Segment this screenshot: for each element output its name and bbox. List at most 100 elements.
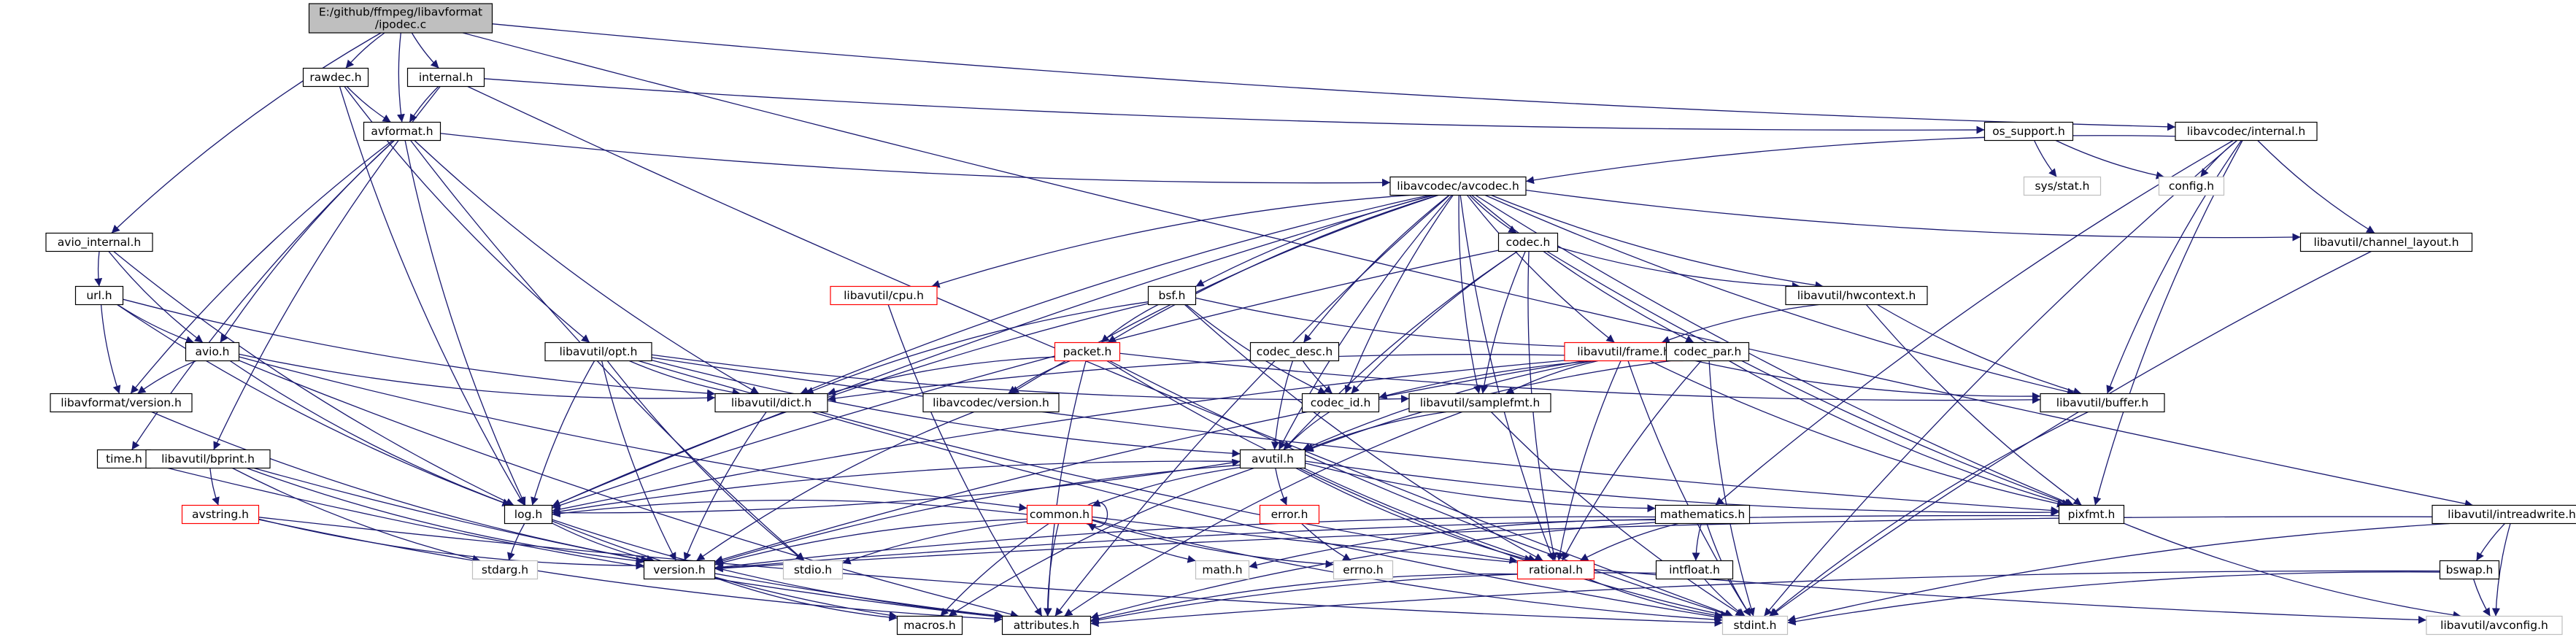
- node-label-packet: packet.h: [1063, 345, 1112, 358]
- edge-opt-to-samplefmt: [651, 354, 1410, 404]
- edge-codec_desc-to-avutil: [1270, 360, 1294, 450]
- node-samplefmt[interactable]: libavutil/samplefmt.h: [1408, 393, 1551, 413]
- edge-frame-to-pixfmt: [1649, 360, 2066, 508]
- node-label-ipodec: E:/github/ffmpeg/libavformat: [319, 6, 482, 19]
- node-label-ipodec: /ipodec.c: [375, 18, 426, 31]
- node-log[interactable]: log.h: [504, 504, 553, 525]
- node-label-sys_stat: sys/stat.h: [2035, 179, 2089, 193]
- node-bsf[interactable]: bsf.h: [1147, 285, 1197, 306]
- node-math: math.h: [1195, 560, 1250, 580]
- node-bswap[interactable]: bswap.h: [2439, 560, 2500, 580]
- node-codec[interactable]: codec.h: [1497, 232, 1559, 252]
- node-rational[interactable]: rational.h: [1516, 560, 1595, 580]
- node-box-chlayout: [2299, 232, 2473, 252]
- node-avformat[interactable]: avformat.h: [363, 121, 441, 142]
- edges-layer: [94, 23, 2511, 628]
- edge-avcodec-to-cpu: [931, 194, 1411, 288]
- edge-bsf-to-codec_par: [1195, 297, 1667, 352]
- node-lf_version[interactable]: libavformat/version.h: [50, 393, 193, 413]
- node-avutil[interactable]: avutil.h: [1239, 449, 1306, 469]
- node-box-avformat: [363, 121, 441, 142]
- node-lc_internal[interactable]: libavcodec/internal.h: [2175, 121, 2318, 142]
- node-avcodec[interactable]: libavcodec/avcodec.h: [1389, 176, 1527, 196]
- node-pixfmt[interactable]: pixfmt.h: [2058, 504, 2125, 525]
- edge-bsf-to-rational: [1184, 304, 1543, 562]
- edge-avformat-to-dict: [414, 140, 760, 395]
- node-ipodec[interactable]: E:/github/ffmpeg/libavformat/ipodec.c: [308, 3, 493, 34]
- node-cpu[interactable]: libavutil/cpu.h: [830, 285, 938, 306]
- node-internal[interactable]: internal.h: [406, 67, 485, 88]
- node-mathematics[interactable]: mathematics.h: [1654, 504, 1751, 525]
- nodes-layer: E:/github/ffmpeg/libavformat/ipodec.c raw…: [45, 3, 2576, 636]
- node-avio_internal[interactable]: avio_internal.h: [45, 232, 153, 252]
- node-box-rational: [1516, 560, 1595, 580]
- edge-codec-to-samplefmt: [1480, 251, 1526, 394]
- node-box-errno: [1333, 560, 1394, 580]
- edge-log-to-avutil: [552, 458, 1241, 514]
- node-intfloat[interactable]: intfloat.h: [1655, 560, 1734, 580]
- edge-common-to-errno: [1092, 520, 1334, 568]
- node-box-lc_internal: [2175, 121, 2318, 142]
- edge-avformat-to-avio: [220, 140, 395, 343]
- node-box-mathematics: [1654, 504, 1751, 525]
- node-codec_par[interactable]: codec_par.h: [1665, 341, 1750, 362]
- node-codec_desc[interactable]: codec_desc.h: [1249, 341, 1340, 362]
- edge-log-to-attributes: [552, 519, 1004, 619]
- node-error[interactable]: error.h: [1259, 504, 1320, 525]
- edge-avformat-to-lf_version: [130, 139, 393, 394]
- node-macros[interactable]: macros.h: [896, 615, 963, 636]
- node-label-config: config.h: [2169, 179, 2214, 193]
- node-common[interactable]: common.h: [1026, 504, 1093, 525]
- edge-avio-to-dict: [239, 353, 716, 402]
- node-box-sys_stat: [2023, 176, 2102, 196]
- node-buffer[interactable]: libavutil/buffer.h: [2040, 393, 2165, 413]
- node-chlayout[interactable]: libavutil/channel_layout.h: [2299, 232, 2473, 252]
- edge-avio-to-common: [239, 356, 1027, 511]
- node-os_support[interactable]: os_support.h: [1983, 121, 2074, 142]
- edge-internal-to-stdint: [467, 85, 1734, 617]
- node-label-avutil: avutil.h: [1252, 452, 1294, 466]
- node-box-time: [96, 449, 152, 469]
- edge-pixfmt-to-avconfig: [2124, 522, 2461, 619]
- node-box-dict: [714, 393, 828, 413]
- node-dict[interactable]: libavutil/dict.h: [714, 393, 828, 413]
- edge-avutil-to-rational: [1295, 467, 1533, 563]
- node-time[interactable]: time.h: [96, 449, 152, 469]
- node-opt[interactable]: libavutil/opt.h: [544, 341, 652, 362]
- node-rawdec[interactable]: rawdec.h: [302, 67, 369, 88]
- node-label-url: url.h: [86, 289, 112, 302]
- edge-pixfmt-to-version: [714, 514, 2059, 572]
- edge-hwcontext-to-buffer: [1877, 304, 2082, 395]
- node-label-bprint: libavutil/bprint.h: [161, 452, 255, 466]
- node-hwcontext[interactable]: libavutil/hwcontext.h: [1785, 285, 1928, 306]
- node-frame[interactable]: libavutil/frame.h: [1564, 341, 1684, 362]
- node-label-errno: errno.h: [1343, 563, 1384, 576]
- node-packet[interactable]: packet.h: [1054, 341, 1121, 362]
- node-avio[interactable]: avio.h: [185, 341, 240, 362]
- node-bprint[interactable]: libavutil/bprint.h: [145, 449, 271, 469]
- node-attributes[interactable]: attributes.h: [1001, 615, 1092, 636]
- edge-os_support-to-sys_stat: [2034, 140, 2057, 177]
- node-box-lc_version: [922, 393, 1060, 413]
- node-codec_id[interactable]: codec_id.h: [1301, 393, 1380, 413]
- node-box-packet: [1054, 341, 1121, 362]
- node-version[interactable]: version.h: [643, 560, 716, 580]
- node-box-macros: [896, 615, 963, 636]
- edge-avstring-to-attributes: [258, 519, 1003, 623]
- edge-codec-to-codec_id: [1351, 250, 1518, 394]
- node-avstring[interactable]: avstring.h: [181, 504, 260, 525]
- edge-avutil-to-error: [1275, 468, 1287, 506]
- node-label-time: time.h: [106, 452, 142, 466]
- edge-common-to-macros: [940, 522, 1049, 617]
- node-label-avcodec: libavcodec/avcodec.h: [1397, 179, 1519, 193]
- edge-ipodec-to-lc_internal: [492, 23, 2176, 131]
- node-box-error: [1259, 504, 1320, 525]
- node-intreadwrite[interactable]: libavutil/intreadwrite.h: [2432, 504, 2576, 525]
- node-url[interactable]: url.h: [74, 285, 124, 306]
- node-box-bswap: [2439, 560, 2500, 580]
- node-lc_version[interactable]: libavcodec/version.h: [922, 393, 1060, 413]
- node-box-stdio: [782, 560, 844, 580]
- edge-codec-to-hwcontext: [1557, 246, 1800, 290]
- edge-rawdec-to-log: [339, 86, 525, 506]
- edge-codec-to-log: [552, 250, 1499, 509]
